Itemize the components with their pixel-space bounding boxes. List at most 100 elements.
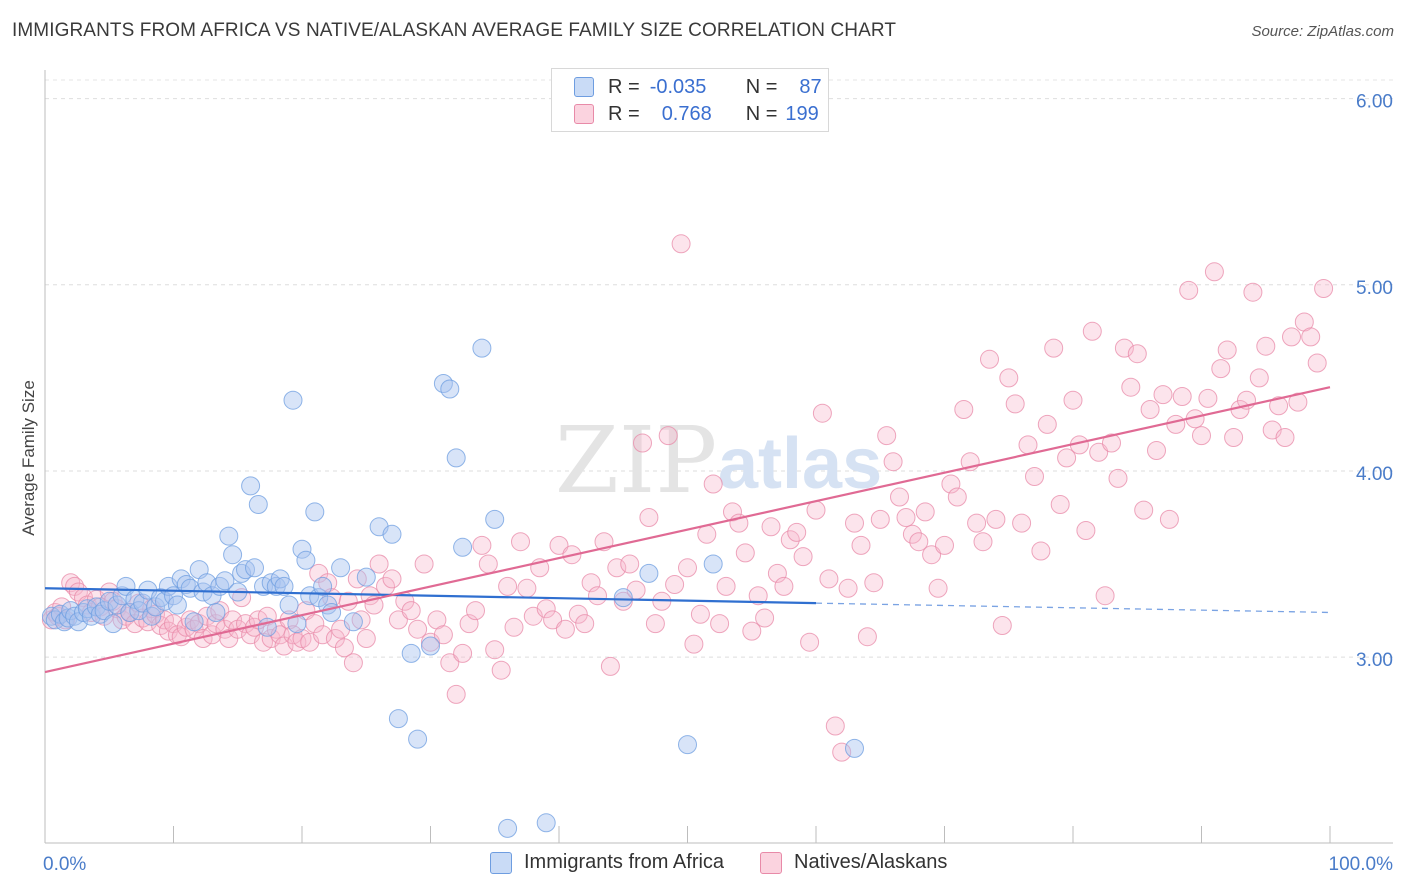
point-natives-alaskans	[1288, 392, 1308, 412]
point-natives-alaskans	[1243, 282, 1263, 302]
point-natives-alaskans	[1140, 400, 1160, 419]
point-natives-alaskans	[1204, 262, 1224, 282]
point-immigrants-africa	[388, 709, 408, 729]
point-natives-alaskans	[1224, 428, 1244, 447]
trend-line-natives-alaskans	[44, 386, 1331, 674]
point-natives-alaskans	[633, 433, 652, 453]
point-natives-alaskans	[575, 614, 595, 634]
point-natives-alaskans	[351, 610, 371, 630]
point-immigrants-africa	[279, 595, 299, 615]
point-immigrants-africa	[167, 595, 187, 615]
point-natives-alaskans	[1089, 442, 1109, 462]
point-natives-alaskans	[1050, 495, 1070, 514]
trend-line-immigrants-africa	[44, 587, 817, 605]
point-immigrants-africa	[331, 558, 351, 578]
point-immigrants-africa	[112, 586, 132, 606]
point-natives-alaskans	[388, 610, 408, 630]
point-immigrants-africa	[68, 612, 88, 632]
point-natives-alaskans	[1256, 336, 1276, 356]
point-natives-alaskans	[1211, 359, 1231, 379]
point-immigrants-africa	[498, 818, 518, 838]
point-natives-alaskans	[832, 742, 852, 762]
y-tick-label: 3.00	[1356, 650, 1393, 671]
point-natives-alaskans	[877, 426, 897, 446]
point-natives-alaskans	[1063, 390, 1083, 410]
point-natives-alaskans	[555, 619, 575, 639]
point-natives-alaskans	[414, 554, 434, 574]
point-immigrants-africa	[292, 539, 312, 559]
point-immigrants-africa	[283, 390, 303, 410]
point-natives-alaskans	[433, 625, 453, 645]
point-natives-alaskans	[453, 643, 473, 663]
point-natives-alaskans	[980, 349, 999, 369]
point-natives-alaskans	[1275, 428, 1295, 447]
watermark: ZIP atlas	[555, 407, 882, 514]
point-natives-alaskans	[645, 614, 665, 634]
watermark-atlas: atlas	[718, 424, 882, 504]
point-natives-alaskans	[883, 452, 903, 472]
point-immigrants-africa	[401, 643, 421, 663]
point-natives-alaskans	[825, 716, 845, 736]
bottom-legend-natives: Natives/Alaskans	[760, 851, 947, 874]
point-natives-alaskans	[1307, 353, 1327, 373]
point-immigrants-africa	[54, 612, 74, 632]
point-natives-alaskans	[1114, 338, 1134, 358]
legend-swatch-africa	[574, 77, 594, 97]
point-immigrants-africa	[176, 575, 196, 594]
point-natives-alaskans	[1121, 377, 1141, 397]
point-natives-alaskans	[999, 368, 1019, 388]
point-natives-alaskans	[710, 614, 730, 634]
y-axis-title: Average Family Size	[19, 380, 38, 536]
point-natives-alaskans	[1249, 368, 1269, 388]
legend-row-natives: R = 0.768 N = 199	[574, 100, 819, 128]
point-natives-alaskans	[1172, 387, 1192, 406]
point-immigrants-africa	[58, 608, 78, 628]
point-immigrants-africa	[184, 612, 204, 632]
point-natives-alaskans	[1057, 448, 1077, 468]
point-natives-alaskans	[703, 474, 723, 494]
point-natives-alaskans	[690, 604, 710, 624]
point-natives-alaskans	[620, 554, 640, 574]
point-natives-alaskans	[369, 554, 389, 574]
point-natives-alaskans	[408, 619, 428, 639]
point-natives-alaskans	[588, 586, 607, 606]
legend-n-value-africa: 87	[799, 75, 822, 98]
point-natives-alaskans	[1108, 468, 1128, 488]
point-natives-alaskans	[935, 535, 954, 555]
y-tick-label: 6.00	[1356, 92, 1393, 113]
point-natives-alaskans	[223, 610, 243, 630]
point-natives-alaskans	[780, 530, 800, 550]
legend-r-label: R =	[608, 102, 640, 125]
point-natives-alaskans	[954, 400, 974, 419]
point-natives-alaskans	[1025, 467, 1044, 486]
point-immigrants-africa	[485, 509, 505, 529]
chart-title: IMMIGRANTS FROM AFRICA VS NATIVE/ALASKAN…	[12, 20, 897, 41]
point-immigrants-africa	[241, 476, 261, 496]
point-natives-alaskans	[838, 578, 858, 598]
point-natives-alaskans	[819, 569, 839, 589]
point-immigrants-africa	[313, 576, 333, 596]
point-immigrants-africa	[382, 524, 402, 544]
point-natives-alaskans	[697, 524, 717, 544]
point-immigrants-africa	[245, 558, 264, 578]
x-tick-label-end: 100.0%	[1329, 854, 1394, 875]
point-natives-alaskans	[922, 545, 942, 565]
point-natives-alaskans	[68, 582, 88, 602]
point-natives-alaskans	[343, 653, 363, 673]
x-tick-label-start: 0.0%	[43, 854, 86, 875]
point-natives-alaskans	[1217, 340, 1237, 360]
point-natives-alaskans	[1301, 327, 1321, 347]
point-immigrants-africa	[90, 604, 110, 624]
point-natives-alaskans	[761, 517, 781, 537]
point-immigrants-africa	[142, 606, 162, 626]
point-immigrants-africa	[146, 597, 165, 617]
point-natives-alaskans	[536, 599, 556, 619]
correlation-legend: R = -0.035 N = 87 R = 0.768 N = 199	[551, 68, 829, 132]
point-natives-alaskans	[678, 558, 697, 578]
trend-lines	[44, 386, 1331, 674]
bottom-swatch-africa	[490, 851, 512, 874]
point-immigrants-africa	[296, 550, 316, 570]
point-natives-alaskans	[1012, 513, 1032, 533]
point-natives-alaskans	[973, 532, 993, 552]
legend-r-value-africa: -0.035	[649, 75, 707, 98]
